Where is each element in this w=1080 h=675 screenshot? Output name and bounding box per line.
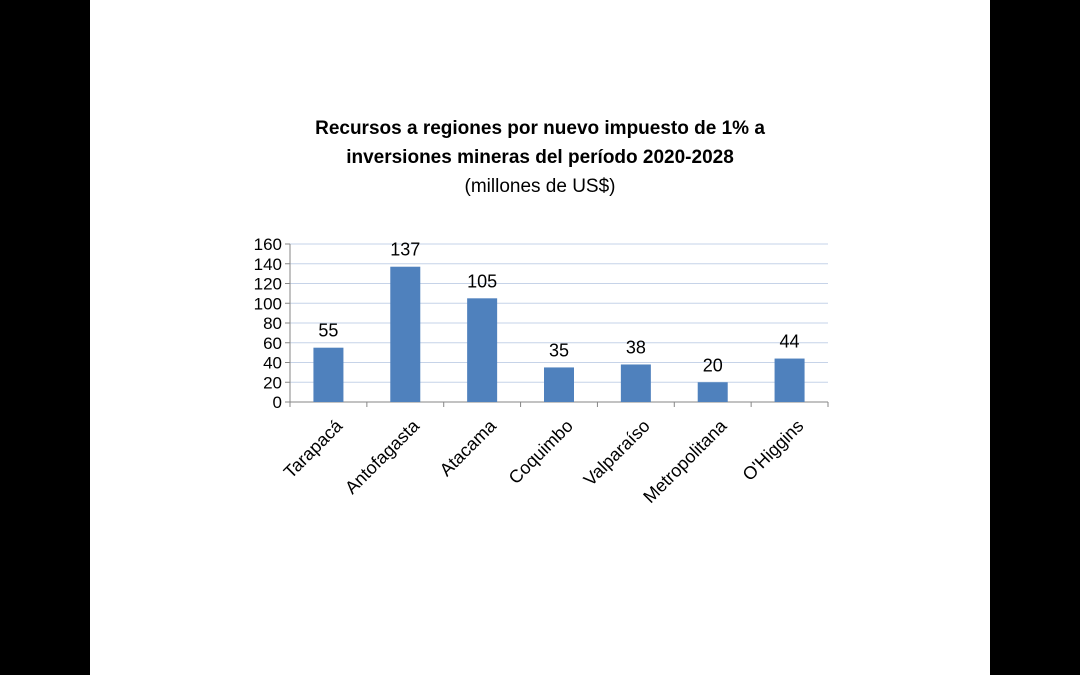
category-label: Atacama — [436, 415, 501, 480]
bar-chart: 02040608010012014016055Tarapacá137Antofa… — [254, 235, 829, 507]
y-tick-label: 80 — [263, 314, 282, 333]
chart-title-line1: Recursos a regiones por nuevo impuesto d… — [315, 118, 765, 139]
data-label: 20 — [703, 355, 723, 375]
slide: Recursos a regiones por nuevo impuesto d… — [90, 0, 990, 675]
category-label: Tarapacá — [280, 415, 347, 482]
category-label: Valparaíso — [580, 416, 654, 490]
category-label: Metropolitana — [639, 415, 731, 507]
bar — [467, 298, 498, 402]
data-label: 55 — [318, 321, 338, 341]
category-label: Coquimbo — [505, 416, 577, 488]
y-tick-label: 120 — [254, 275, 282, 294]
bar — [313, 347, 344, 402]
data-label: 105 — [467, 271, 497, 291]
chart-subtitle: (millones de US$) — [464, 176, 616, 197]
category-label: Antofagasta — [341, 415, 424, 498]
data-label: 38 — [626, 337, 646, 357]
bar — [774, 358, 805, 402]
category-label: O'Higgins — [739, 416, 808, 485]
bar — [697, 382, 728, 402]
bar — [620, 364, 651, 402]
y-tick-label: 60 — [263, 334, 282, 353]
y-tick-label: 140 — [254, 255, 282, 274]
y-tick-label: 40 — [263, 354, 282, 373]
data-label: 35 — [549, 340, 569, 360]
chart-title-line2: inversiones mineras del período 2020-202… — [346, 147, 734, 168]
y-tick-label: 0 — [273, 393, 282, 412]
data-label: 44 — [780, 332, 800, 352]
bar — [544, 367, 574, 402]
y-tick-label: 100 — [254, 294, 282, 313]
y-tick-label: 160 — [254, 235, 282, 254]
data-label: 137 — [390, 240, 420, 260]
y-tick-label: 20 — [263, 373, 282, 392]
chart-title: Recursos a regiones por nuevo impuesto d… — [90, 114, 990, 201]
bar — [390, 266, 421, 402]
